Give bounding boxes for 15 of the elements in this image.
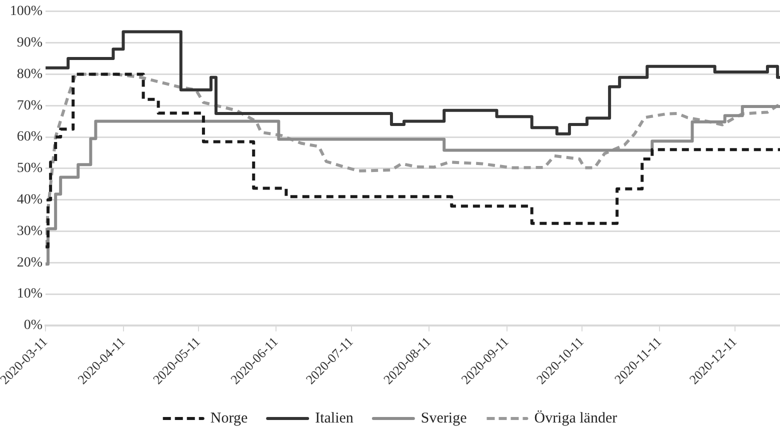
legend-label: Norge xyxy=(210,410,248,426)
y-tick-label: 0% xyxy=(24,318,43,334)
legend-label: Italien xyxy=(315,410,354,426)
y-tick-label: 30% xyxy=(16,224,43,239)
y-tick-label: 100% xyxy=(10,4,43,20)
y-tick-label: 80% xyxy=(16,66,43,82)
y-tick-label: 70% xyxy=(16,98,43,114)
y-tick-label: 40% xyxy=(16,192,43,208)
y-tick-label: 90% xyxy=(16,35,43,50)
y-tick-label: 50% xyxy=(16,161,43,176)
y-tick-label: 20% xyxy=(16,255,43,270)
legend-label: Övriga länder xyxy=(534,409,618,426)
legend-label: Sverige xyxy=(420,410,468,426)
y-tick-label: 10% xyxy=(16,286,43,302)
y-tick-label: 60% xyxy=(16,130,43,145)
